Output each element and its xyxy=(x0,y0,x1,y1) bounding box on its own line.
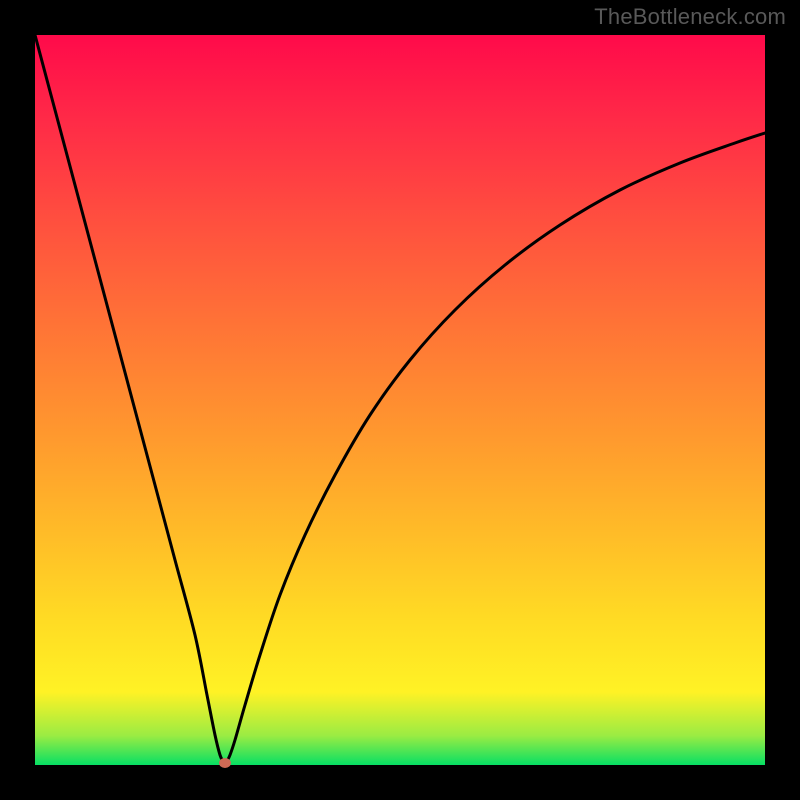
chart-container: TheBottleneck.com xyxy=(0,0,800,800)
watermark-text: TheBottleneck.com xyxy=(594,4,786,30)
bottleneck-curve xyxy=(35,35,765,765)
plot-area xyxy=(35,35,765,765)
curve-path xyxy=(35,35,765,763)
optimal-point-marker xyxy=(219,758,231,768)
